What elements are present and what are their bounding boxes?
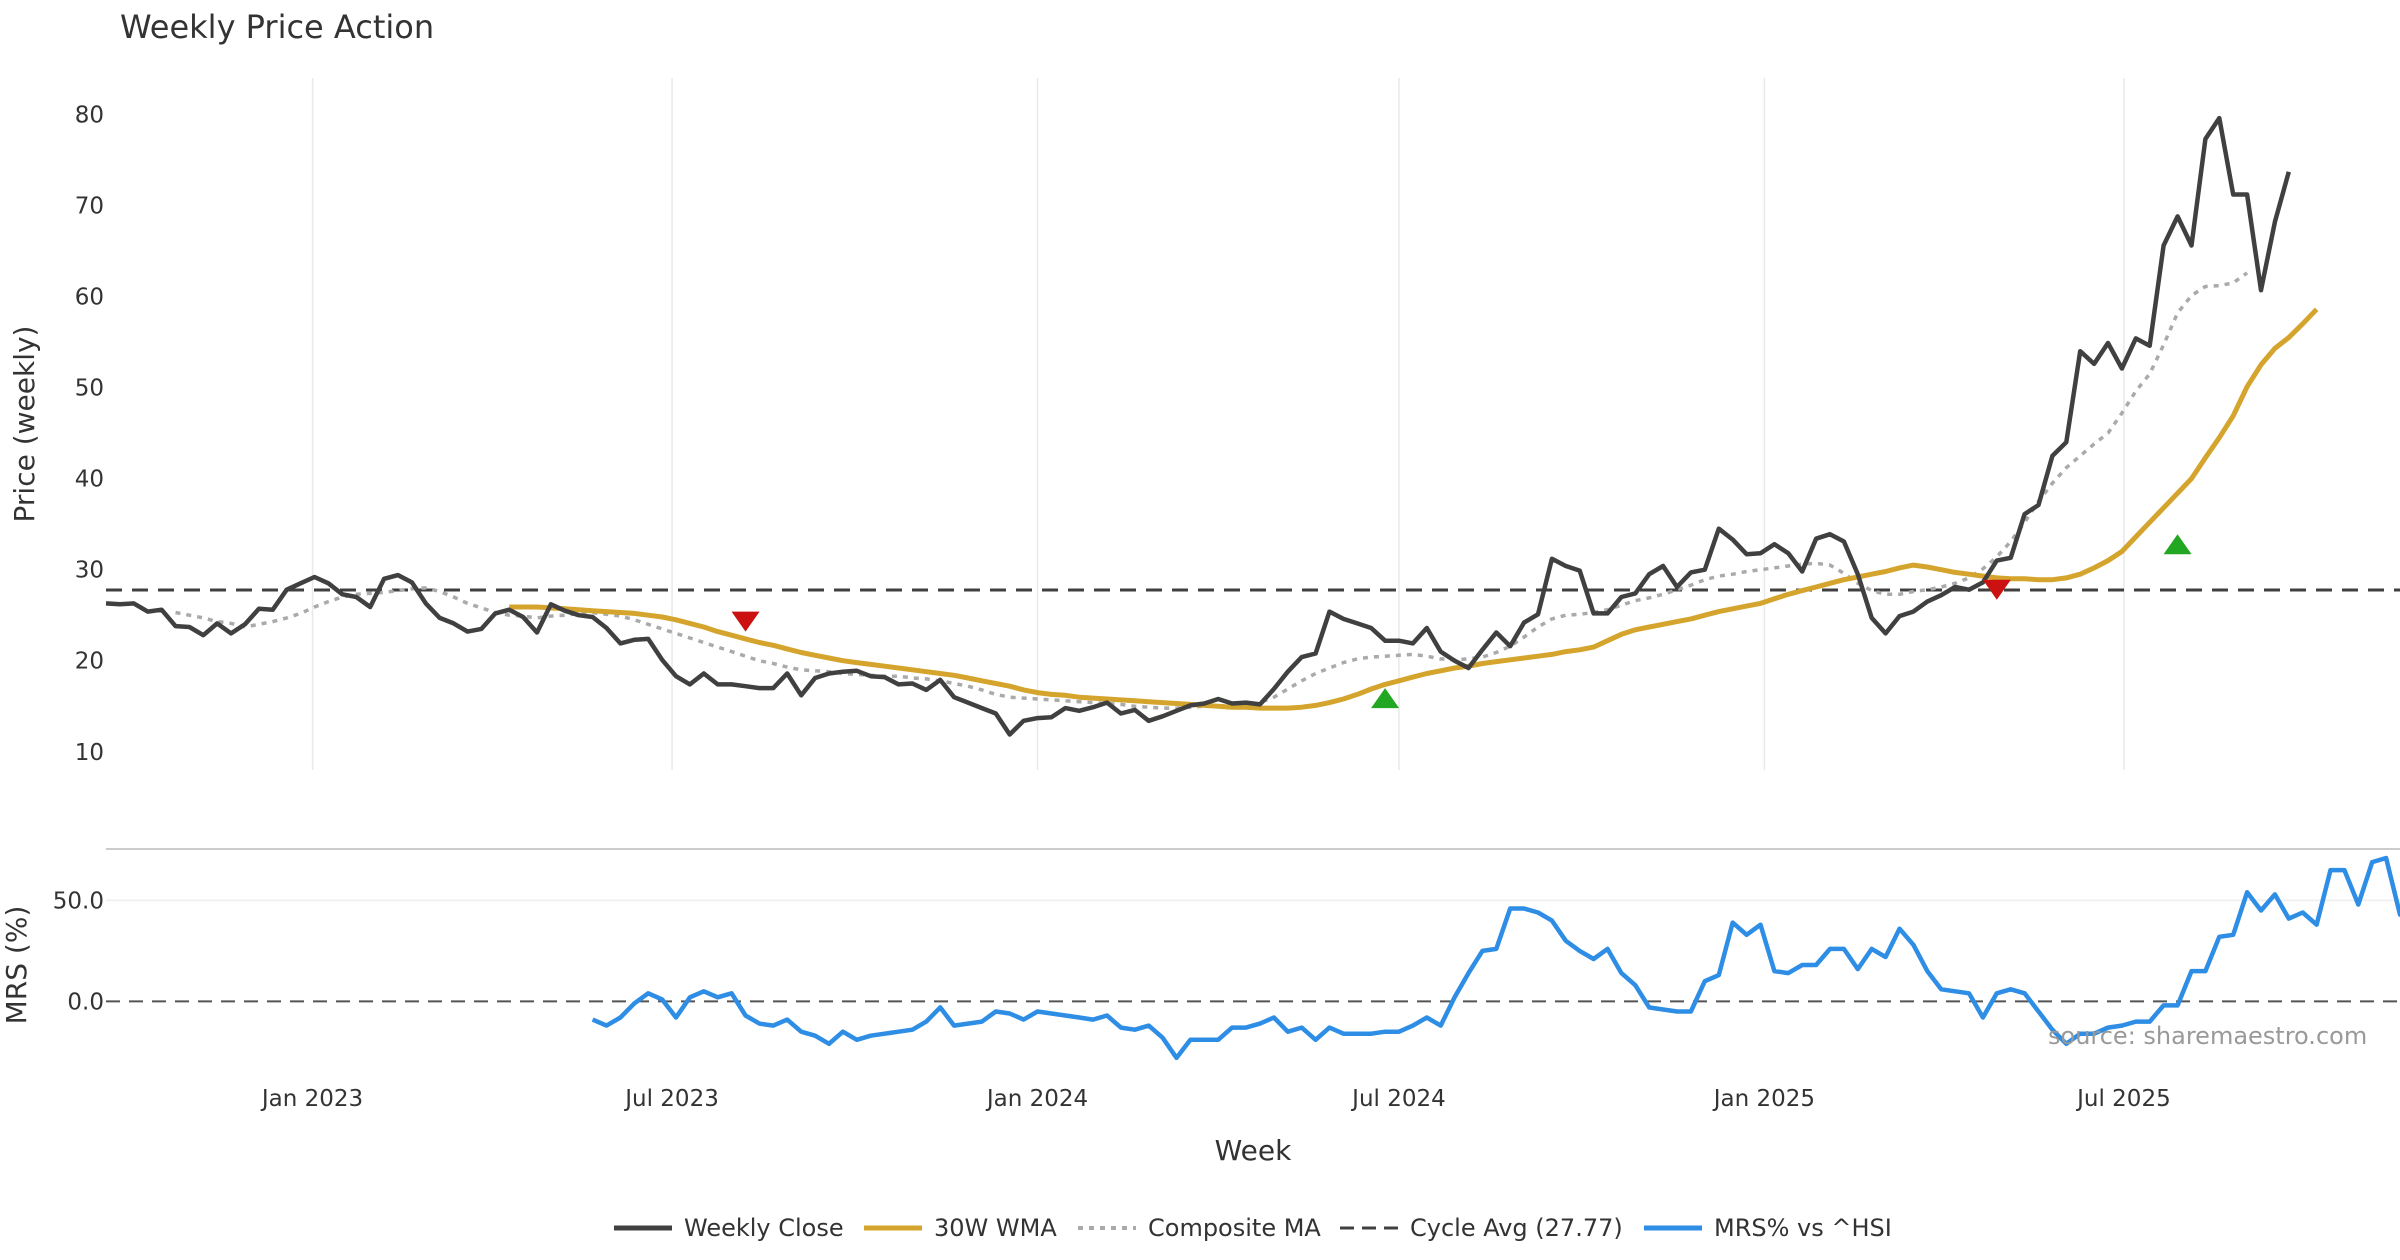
source-note: source: sharemaestro.com: [2048, 1022, 2367, 1050]
weekly-close-line: [105, 115, 2291, 737]
legend: Weekly Close 30W WMA Composite MA Cycle Avg…: [614, 1214, 1892, 1242]
xtick-2: Jan 2024: [985, 1086, 1088, 1112]
mrs-ytick-1: 50.0: [53, 888, 104, 914]
mrs-panel: 0.0 50.0 MRS (%): [0, 848, 2400, 1061]
mrs-line: [591, 855, 2400, 1061]
price-ylabel: Price (weekly): [8, 326, 41, 523]
price-ytick-4: 50: [75, 376, 104, 402]
price-ytick-7: 80: [75, 102, 104, 128]
x-axis: Jan 2023 Jul 2023 Jan 2024 Jul 2024 Jan 2025…: [260, 1086, 2171, 1167]
sell-signal-marker-0: [731, 611, 760, 632]
legend-label-1: 30W WMA: [934, 1214, 1057, 1242]
sell-signal-marker-2: [1982, 579, 2011, 600]
price-panel: 10 20 30 40 50 60 70 80 Price (weekly): [8, 78, 2400, 770]
buy-signal-marker-3: [2163, 534, 2192, 555]
legend-label-0: Weekly Close: [684, 1214, 844, 1242]
chart-title: Weekly Price Action: [120, 8, 434, 46]
price-ytick-2: 30: [75, 558, 104, 584]
x-axis-label: Week: [1215, 1134, 1292, 1167]
mrs-ytick-0: 0.0: [67, 989, 104, 1015]
buy-signal-marker-1: [1371, 688, 1400, 709]
price-ytick-1: 20: [75, 649, 104, 675]
legend-label-3: Cycle Avg (27.77): [1410, 1214, 1623, 1242]
wma-30w-line: [509, 307, 2319, 711]
price-ytick-5: 60: [75, 285, 104, 311]
legend-label-2: Composite MA: [1148, 1214, 1321, 1242]
price-ytick-0: 10: [75, 740, 104, 766]
xtick-4: Jan 2025: [1712, 1086, 1815, 1112]
xtick-0: Jan 2023: [260, 1086, 363, 1112]
xtick-5: Jul 2025: [2075, 1086, 2171, 1112]
xtick-1: Jul 2023: [623, 1086, 719, 1112]
price-ytick-6: 70: [75, 193, 104, 219]
legend-label-4: MRS% vs ^HSI: [1714, 1214, 1892, 1242]
mrs-ylabel: MRS (%): [0, 906, 33, 1025]
price-ytick-3: 40: [75, 467, 104, 493]
xtick-3: Jul 2024: [1350, 1086, 1446, 1112]
composite-ma-line: [175, 271, 2249, 710]
